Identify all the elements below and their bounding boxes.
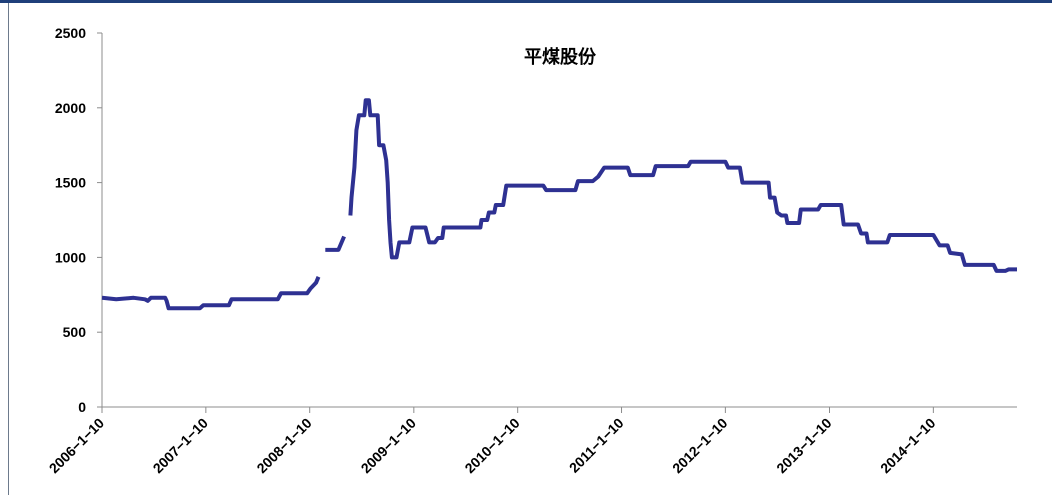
x-tick-label: 2013−1−10	[773, 415, 835, 477]
series-line-segment	[348, 98, 1017, 273]
x-tick-label: 2009−1−10	[358, 415, 420, 477]
y-tick-label: 2500	[55, 25, 86, 41]
x-tick-label: 2012−1−10	[669, 415, 731, 477]
series-line-segment	[325, 235, 346, 252]
series-line-segment	[101, 276, 321, 311]
series-group	[101, 98, 1017, 311]
y-axis: 0 500 1000 1500 2000 2500	[55, 25, 103, 415]
x-tick-label: 2006−1−10	[46, 415, 108, 477]
frame-left-border	[8, 3, 9, 495]
frame-top-border	[0, 0, 1052, 3]
y-tick-label: 1000	[55, 249, 86, 265]
y-tick-label: 500	[63, 324, 87, 340]
x-tick-label: 2011−1−10	[566, 415, 627, 476]
x-tick-label: 2007−1−10	[150, 415, 212, 477]
y-tick-label: 0	[78, 399, 86, 415]
x-tick-label: 2014−1−10	[877, 415, 939, 477]
x-tick-label: 2010−1−10	[461, 415, 523, 477]
y-tick-label: 2000	[55, 100, 86, 116]
x-tick-label: 2008−1−10	[253, 415, 315, 477]
x-axis: 2006−1−10 2007−1−10 2008−1−10 2009−1−10 2010…	[46, 406, 1017, 477]
chart-title: 平煤股份	[524, 46, 597, 68]
y-tick-label: 1500	[55, 175, 86, 191]
